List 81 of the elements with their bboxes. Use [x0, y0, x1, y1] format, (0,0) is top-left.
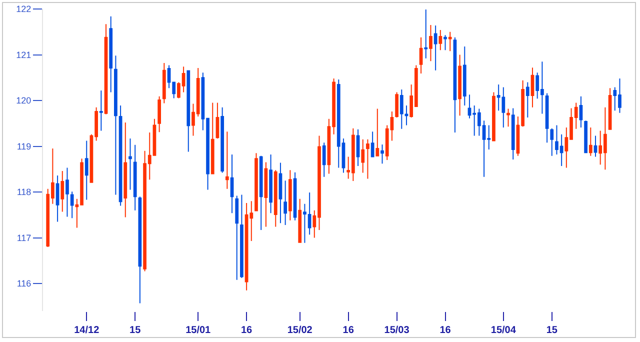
candlestick: [114, 55, 118, 196]
candlestick: [288, 170, 292, 221]
x-tick-label: 16: [440, 325, 452, 336]
candlestick: [434, 24, 438, 71]
candlestick: [361, 138, 365, 174]
x-tick-label: 15/04: [490, 325, 516, 336]
candlestick: [424, 9, 428, 59]
candlestick: [133, 144, 137, 211]
candlestick: [588, 127, 592, 156]
candlestick: [584, 120, 588, 154]
candlestick: [56, 175, 60, 222]
x-tick-label: 15/01: [186, 325, 212, 336]
candlestick: [220, 106, 224, 174]
candlestick: [60, 170, 64, 212]
candlestick: [579, 96, 583, 128]
candlestick: [506, 108, 510, 128]
x-tick-label: 15: [130, 325, 142, 336]
candlestick: [370, 131, 374, 158]
x-tick-label: 15/02: [287, 325, 313, 336]
x-tick-label: 16: [342, 325, 354, 336]
candlestick: [240, 194, 244, 279]
candlestick: [293, 172, 297, 221]
y-tick-label: 119: [16, 141, 32, 152]
y-tick-label: 117: [16, 232, 32, 243]
candlestick: [225, 131, 229, 190]
candlestick: [158, 96, 161, 133]
candlestick: [550, 128, 554, 156]
candlestick: [284, 180, 288, 226]
y-tick-label: 120: [16, 96, 32, 106]
candlestick: [545, 92, 549, 144]
candlestick: [66, 167, 69, 218]
candlestick: [99, 90, 103, 132]
candlestick: [492, 92, 496, 142]
candlestick: [210, 102, 214, 174]
candlestick: [444, 34, 447, 51]
candlestick: [298, 198, 302, 243]
x-tick-label: 15/03: [384, 325, 410, 336]
y-tick-label: 122: [16, 4, 32, 14]
candlestick: [186, 70, 190, 152]
candlestick: [322, 142, 326, 178]
candlestick: [138, 196, 142, 304]
candlestick: [216, 102, 220, 139]
candlestick: [526, 82, 530, 118]
candlestick: [109, 16, 113, 93]
x-tick-label: 16: [240, 325, 253, 336]
candlestick: [278, 162, 282, 224]
candlestick: [84, 140, 88, 200]
candlestick: [264, 162, 268, 228]
y-tick-label: 118: [16, 187, 32, 198]
candlestick: [608, 88, 612, 130]
y-tick-label: 121: [16, 50, 32, 60]
candlestick: [124, 122, 128, 218]
candlestick: [594, 135, 598, 158]
candlestick: [259, 155, 263, 231]
candlestick: [511, 108, 515, 160]
candlestick: [453, 36, 457, 134]
candlestick: [274, 170, 278, 228]
candlestick: [235, 195, 239, 280]
candlestick: [462, 46, 466, 106]
candlestick: [269, 154, 272, 214]
candlestick: [366, 138, 370, 180]
candlestick: [70, 191, 74, 219]
candlestick: [448, 31, 452, 52]
candlestick: [419, 36, 423, 74]
candlestick: [438, 30, 442, 51]
candlestick: [429, 24, 432, 62]
candlestick: [118, 105, 122, 206]
candlestick: [458, 54, 462, 116]
candlestick: [530, 67, 534, 108]
candlestick: [395, 92, 398, 118]
candlestick: [356, 128, 360, 166]
candlestick: [376, 108, 380, 157]
candlestick: [230, 154, 234, 214]
candlestick: [128, 138, 132, 190]
candlestick: [380, 144, 384, 164]
candlestick: [254, 152, 258, 212]
candlestick: [162, 62, 166, 104]
x-tick-label: 15: [546, 325, 558, 336]
x-tick-label: 14/12: [74, 325, 100, 336]
y-tick-label: 116: [16, 278, 32, 289]
candlestick: [104, 24, 108, 115]
